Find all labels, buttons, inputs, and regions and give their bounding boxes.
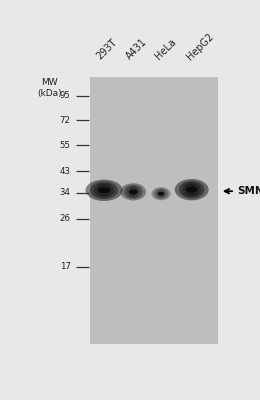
Text: 17: 17 <box>60 262 71 271</box>
Ellipse shape <box>94 183 114 198</box>
Ellipse shape <box>151 187 171 200</box>
Ellipse shape <box>128 187 138 197</box>
Ellipse shape <box>156 189 166 198</box>
Ellipse shape <box>126 186 140 198</box>
Ellipse shape <box>132 188 134 195</box>
Text: 55: 55 <box>60 140 71 150</box>
Ellipse shape <box>182 182 201 197</box>
Ellipse shape <box>129 190 138 194</box>
Text: 95: 95 <box>60 91 71 100</box>
Ellipse shape <box>190 186 193 194</box>
Bar <box>90 77 218 344</box>
Ellipse shape <box>179 181 204 198</box>
Text: 26: 26 <box>60 214 71 224</box>
Ellipse shape <box>154 188 168 199</box>
Ellipse shape <box>100 185 108 196</box>
Text: 43: 43 <box>60 167 71 176</box>
Ellipse shape <box>188 184 196 195</box>
Text: 34: 34 <box>60 188 71 197</box>
Ellipse shape <box>185 184 198 196</box>
Text: SMN1: SMN1 <box>237 186 260 196</box>
Ellipse shape <box>120 183 146 200</box>
Ellipse shape <box>186 187 198 192</box>
Ellipse shape <box>102 186 106 194</box>
Text: HepG2: HepG2 <box>185 31 215 62</box>
Ellipse shape <box>98 187 110 193</box>
Ellipse shape <box>97 184 111 196</box>
Ellipse shape <box>124 185 143 199</box>
Text: HeLa: HeLa <box>153 37 178 62</box>
Ellipse shape <box>175 179 209 200</box>
Ellipse shape <box>90 182 118 199</box>
Text: MW
(kDa): MW (kDa) <box>37 78 62 98</box>
Ellipse shape <box>159 190 163 197</box>
Ellipse shape <box>160 191 162 196</box>
Text: 72: 72 <box>60 116 71 125</box>
Text: A431: A431 <box>124 37 149 62</box>
Ellipse shape <box>158 192 164 196</box>
Ellipse shape <box>86 180 122 201</box>
Text: 293T: 293T <box>95 38 119 62</box>
Ellipse shape <box>157 190 165 198</box>
Ellipse shape <box>131 188 136 196</box>
